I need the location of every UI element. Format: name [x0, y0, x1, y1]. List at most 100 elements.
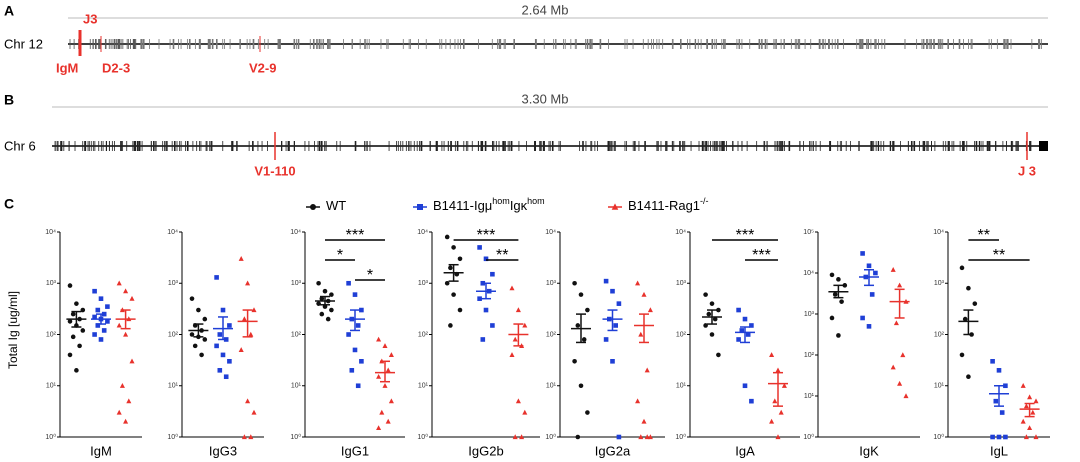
y-tick-label: 10⁰	[675, 433, 686, 441]
legend-label: WT	[326, 198, 346, 213]
data-point	[829, 315, 835, 321]
data-point	[769, 418, 775, 424]
data-point	[95, 307, 101, 313]
data-point	[346, 280, 351, 286]
data-point	[74, 301, 79, 306]
legend-text: hom	[492, 196, 510, 206]
data-point	[123, 288, 129, 294]
data-point	[451, 245, 456, 250]
y-tick-label: 10²	[546, 331, 557, 338]
data-point	[512, 434, 518, 440]
data-point	[376, 425, 382, 431]
data-point	[220, 307, 226, 313]
data-point	[769, 352, 775, 357]
data-point	[316, 301, 321, 306]
data-point	[836, 333, 841, 338]
data-point	[388, 398, 394, 404]
data-point	[897, 282, 903, 288]
data-point	[966, 285, 971, 291]
data-point	[329, 292, 334, 297]
data-point	[319, 296, 325, 301]
y-tick-label: 10⁴	[45, 229, 56, 236]
data-point	[703, 323, 708, 328]
data-point	[238, 256, 244, 261]
data-point	[189, 332, 195, 337]
data-point	[515, 307, 521, 313]
data-point	[248, 434, 254, 440]
data-point	[993, 398, 999, 404]
data-point	[575, 323, 581, 328]
data-point	[116, 280, 122, 286]
feature-label: J 3	[1018, 163, 1036, 178]
data-point	[581, 337, 587, 342]
data-point	[572, 280, 577, 286]
data-point	[610, 358, 615, 364]
data-point	[74, 368, 79, 373]
data-point	[641, 291, 647, 297]
data-point	[123, 331, 129, 337]
y-tick-label: 10³	[546, 280, 557, 287]
y-tick-label: 10²	[804, 352, 815, 359]
y-tick-label: 10¹	[804, 393, 815, 400]
feature-label: IgM	[56, 60, 78, 75]
significance-label: ***	[477, 227, 496, 244]
data-point	[1003, 434, 1008, 440]
data-point	[709, 332, 715, 337]
data-point	[352, 347, 358, 353]
data-point	[329, 307, 334, 313]
data-point	[101, 328, 107, 333]
x-category-label: IgL	[990, 443, 1008, 458]
data-point	[448, 265, 453, 271]
y-tick-label: 10¹	[168, 383, 179, 390]
data-point	[749, 398, 754, 404]
data-point	[742, 316, 748, 322]
data-point	[376, 336, 382, 342]
data-point	[349, 368, 355, 373]
data-point	[227, 358, 232, 364]
dot-plot: 10⁰ 10¹ 10² 10³ 10⁴ IgA *** ***	[675, 227, 800, 458]
y-tick-label: 10¹	[546, 383, 557, 390]
data-point	[515, 398, 521, 404]
data-point	[116, 409, 122, 415]
data-point	[1027, 394, 1033, 400]
y-tick-label: 10²	[934, 331, 945, 338]
y-axis-label: Total Ig [ug/ml]	[6, 291, 20, 369]
legend: WT B1411-IgμhomIgκhom B1411-Rag1-/-	[306, 196, 709, 213]
data-point	[227, 323, 232, 328]
data-point	[376, 373, 382, 379]
data-point	[245, 398, 251, 404]
data-point	[196, 307, 201, 313]
data-point	[509, 285, 515, 291]
y-tick-label: 10³	[291, 280, 302, 287]
data-point	[116, 322, 122, 328]
data-point	[996, 368, 1002, 373]
y-tick-label: 10³	[418, 280, 429, 287]
data-point	[644, 367, 650, 373]
y-tick-label: 10⁰	[933, 433, 944, 441]
data-point	[457, 256, 463, 262]
data-point	[238, 347, 244, 352]
data-point	[385, 418, 391, 424]
data-point	[716, 352, 721, 358]
data-point	[890, 266, 896, 272]
y-tick-label: 10³	[804, 311, 815, 318]
data-point	[322, 288, 328, 294]
data-point	[129, 295, 135, 301]
data-point	[355, 323, 361, 328]
dot-plot: 10⁰ 10¹ 10² 10³ 10⁴ IgM	[45, 229, 142, 458]
significance-label: **	[977, 227, 989, 244]
data-point	[616, 434, 622, 440]
dot-plot: 10⁰ 10¹ 10² 10³ 10⁴ IgG3	[167, 229, 264, 458]
data-point	[603, 278, 609, 284]
data-point	[223, 374, 229, 380]
y-tick-label: 10⁰	[803, 433, 814, 441]
data-point	[67, 283, 73, 288]
x-category-label: IgM	[90, 443, 112, 458]
data-point	[772, 398, 778, 404]
data-point	[325, 316, 331, 322]
data-point	[519, 434, 525, 440]
x-category-label: IgG2a	[595, 443, 631, 458]
data-point	[1023, 434, 1029, 440]
data-point	[585, 410, 590, 415]
data-point	[890, 364, 896, 370]
